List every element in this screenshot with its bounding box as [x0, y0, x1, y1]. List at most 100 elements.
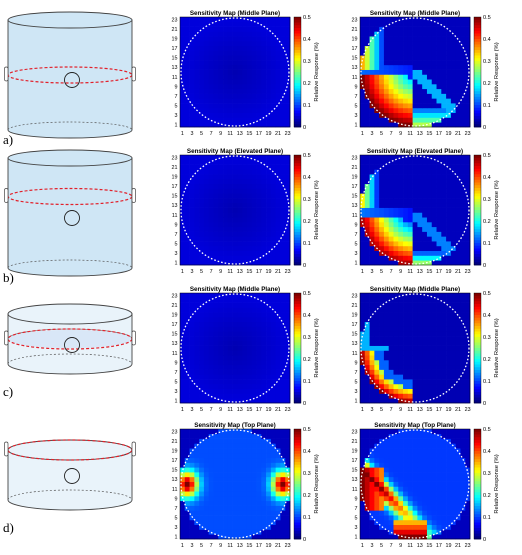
colorbar-segment — [294, 434, 301, 438]
heatmap-cell — [232, 438, 238, 444]
heatmap-cell — [208, 429, 214, 435]
heatmap-cell — [383, 350, 390, 356]
heatmap-cell — [266, 155, 272, 161]
colorbar-segment — [474, 66, 481, 70]
heatmap-cell — [441, 505, 447, 511]
heatmap-cell — [218, 529, 224, 535]
heatmap-cell — [412, 178, 418, 185]
heatmap-cell — [242, 312, 248, 318]
heatmap-cell — [383, 155, 390, 161]
heatmap-cell — [246, 69, 253, 75]
x-tick-label: 15 — [246, 407, 252, 413]
x-tick-label: 1 — [181, 269, 184, 275]
heatmap-cell — [455, 316, 461, 323]
heatmap-cell — [251, 64, 257, 70]
heatmap-cell — [208, 321, 214, 327]
heatmap-cell — [251, 88, 257, 94]
colorbar-segment — [474, 262, 481, 266]
y-tick-label: 7 — [355, 232, 358, 238]
heatmap-cell — [393, 103, 399, 109]
colorbar-segment — [294, 66, 301, 70]
heatmap-cell — [393, 534, 399, 540]
heatmap-cell — [407, 169, 413, 175]
heatmap-cell — [393, 345, 399, 351]
heatmap-cell — [450, 26, 456, 32]
colorbar-segment — [474, 218, 481, 222]
heatmap-cell — [208, 74, 214, 80]
heatmap-cell — [369, 36, 375, 42]
heatmap-cell — [465, 379, 471, 385]
heatmap-cell — [184, 312, 190, 318]
colorbar-tick-label: 0.1 — [303, 103, 311, 109]
heatmap-cell — [203, 350, 210, 356]
heatmap-cell — [266, 340, 272, 346]
heatmap-cell — [227, 433, 233, 439]
heatmap-cell — [460, 519, 466, 525]
heatmap-cell — [223, 495, 229, 502]
heatmap-cell — [441, 198, 447, 204]
heatmap-cell — [256, 505, 262, 511]
heatmap-cell — [412, 21, 418, 27]
heatmap-cell — [412, 74, 418, 80]
heatmap-cell — [465, 350, 471, 356]
x-tick-label: 19 — [265, 543, 271, 549]
heatmap-cell — [460, 452, 466, 459]
heatmap-cell — [227, 112, 233, 118]
heatmap-cell — [383, 55, 390, 61]
colorbar-segment — [294, 94, 301, 98]
colorbar-segment — [294, 99, 301, 103]
heatmap-cell — [383, 236, 390, 242]
heatmap-cell — [436, 98, 442, 104]
heatmap-cell — [184, 519, 190, 525]
heatmap-cell — [237, 112, 243, 118]
colorbar-segment — [294, 229, 301, 233]
colorbar-segment — [474, 63, 481, 67]
heatmap-cell — [426, 398, 433, 404]
heatmap-cell — [189, 212, 195, 218]
heatmap-cell — [208, 534, 214, 540]
heatmap-cell — [393, 50, 399, 56]
heatmap-cell — [412, 515, 418, 521]
heatmap-cell — [398, 112, 404, 118]
colorbar-segment — [294, 232, 301, 236]
heatmap-cell — [223, 433, 229, 439]
heatmap-cell — [213, 297, 219, 303]
colorbar-segment — [294, 223, 301, 227]
heatmap-cell — [203, 486, 210, 492]
heatmap-cell — [431, 467, 437, 473]
heatmap-cell — [379, 500, 385, 506]
heatmap-cell — [261, 350, 267, 356]
heatmap-cell — [237, 326, 243, 332]
y-tick-label: 1 — [175, 535, 178, 541]
heatmap-cell — [360, 88, 366, 94]
heatmap-cell — [374, 510, 380, 516]
heatmap-cell — [199, 212, 205, 218]
heatmap-cell — [208, 193, 214, 199]
heatmap-cell — [369, 155, 375, 161]
heatmap-cell — [446, 443, 452, 449]
sensitivity-map: Sensitivity Map (Middle Plane)1133557799… — [352, 286, 501, 413]
heatmap-cell — [403, 155, 409, 161]
heatmap-cell — [422, 302, 428, 308]
heatmap-cell — [232, 297, 238, 303]
heatmap-cell — [379, 345, 385, 351]
heatmap-cell — [227, 519, 233, 525]
heatmap-cell — [379, 495, 385, 502]
heatmap-cell — [251, 321, 257, 327]
heatmap-cell — [213, 476, 219, 482]
heatmap-cell — [364, 481, 370, 487]
heatmap-cell — [369, 207, 375, 213]
heatmap-cell — [393, 524, 399, 530]
colorbar-tick-label: 0 — [483, 263, 486, 269]
heatmap-cell — [364, 212, 370, 218]
heatmap-cell — [446, 36, 452, 42]
heatmap-cell — [266, 183, 272, 189]
heatmap-cell — [460, 26, 466, 32]
heatmap-cell — [426, 207, 433, 213]
heatmap-cell — [379, 316, 385, 323]
heatmap-cell — [436, 331, 442, 337]
heatmap-cell — [180, 103, 186, 109]
heatmap-cell — [374, 60, 380, 66]
heatmap-cell — [388, 443, 394, 449]
heatmap-cell — [261, 45, 267, 51]
